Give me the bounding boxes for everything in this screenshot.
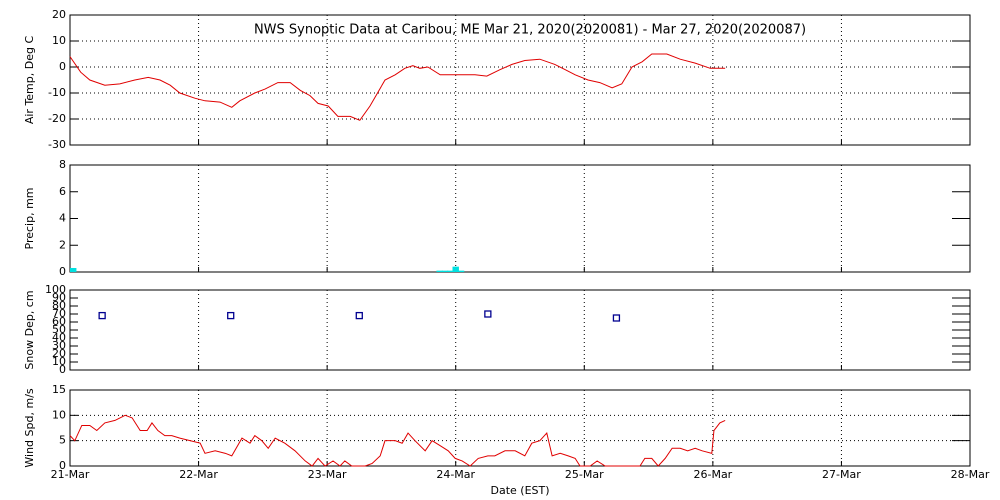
y-axis-title: Air Temp, Deg C bbox=[23, 36, 36, 125]
x-tick-label: 27-Mar bbox=[822, 468, 861, 481]
x-tick-label: 21-Mar bbox=[51, 468, 90, 481]
y-tick-label: 0 bbox=[59, 265, 66, 278]
bar bbox=[457, 270, 465, 272]
y-tick-label: 2 bbox=[59, 238, 66, 251]
data-line bbox=[69, 53, 726, 121]
y-tick-label: 20 bbox=[52, 347, 66, 360]
x-tick-label: 26-Mar bbox=[693, 468, 732, 481]
x-tick-label: 28-Mar bbox=[951, 468, 990, 481]
snow-point bbox=[484, 310, 492, 318]
y-tick-label: 50 bbox=[52, 323, 66, 336]
snow-point bbox=[98, 311, 106, 320]
x-tick-label: 22-Mar bbox=[179, 468, 218, 481]
snow-point bbox=[355, 311, 363, 320]
x-axis-title: Date (EST) bbox=[490, 484, 549, 497]
plot-frame bbox=[69, 289, 971, 371]
chart-title: NWS Synoptic Data at Caribou, ME Mar 21,… bbox=[254, 23, 806, 38]
bar bbox=[436, 270, 443, 272]
y-axis-title: Wind Spd, m/s bbox=[23, 388, 36, 468]
y-tick-label: 5 bbox=[59, 434, 66, 447]
y-tick-label: 8 bbox=[59, 158, 66, 171]
y-tick-label: 15 bbox=[52, 383, 66, 396]
y-tick-label: 0 bbox=[59, 459, 66, 472]
y-tick-label: -30 bbox=[48, 138, 66, 151]
y-tick-label: 40 bbox=[52, 331, 66, 344]
data-line bbox=[69, 414, 726, 467]
y-tick-label: 10 bbox=[52, 355, 66, 368]
plot-frame bbox=[69, 389, 971, 467]
bar bbox=[70, 267, 77, 272]
bar bbox=[452, 266, 459, 272]
y-tick-label: 10 bbox=[52, 408, 66, 421]
y-tick-label: 10 bbox=[52, 34, 66, 47]
y-tick-label: 20 bbox=[52, 8, 66, 21]
x-tick-label: 25-Mar bbox=[565, 468, 604, 481]
snow-point bbox=[227, 311, 235, 320]
y-tick-label: 90 bbox=[52, 291, 66, 304]
bar bbox=[441, 270, 449, 272]
y-tick-label: -10 bbox=[48, 86, 66, 99]
y-tick-label: 4 bbox=[59, 212, 66, 225]
y-tick-label: 30 bbox=[52, 339, 66, 352]
plot-frame bbox=[69, 164, 971, 273]
snow-point bbox=[612, 314, 621, 322]
y-tick-label: 100 bbox=[45, 283, 66, 296]
x-tick-label: 23-Mar bbox=[308, 468, 347, 481]
y-axis-title: Snow Dep, cm bbox=[23, 290, 36, 369]
y-tick-label: 60 bbox=[52, 315, 66, 328]
y-tick-label: 0 bbox=[59, 363, 66, 376]
x-tick-label: 24-Mar bbox=[436, 468, 475, 481]
y-tick-label: -20 bbox=[48, 112, 66, 125]
bar bbox=[447, 270, 454, 272]
y-tick-label: 6 bbox=[59, 185, 66, 198]
y-tick-label: 70 bbox=[52, 307, 66, 320]
y-tick-label: 80 bbox=[52, 299, 66, 312]
plot-frame bbox=[69, 14, 971, 146]
y-axis-title: Precip, mm bbox=[23, 188, 36, 250]
y-tick-label: 0 bbox=[59, 60, 66, 73]
